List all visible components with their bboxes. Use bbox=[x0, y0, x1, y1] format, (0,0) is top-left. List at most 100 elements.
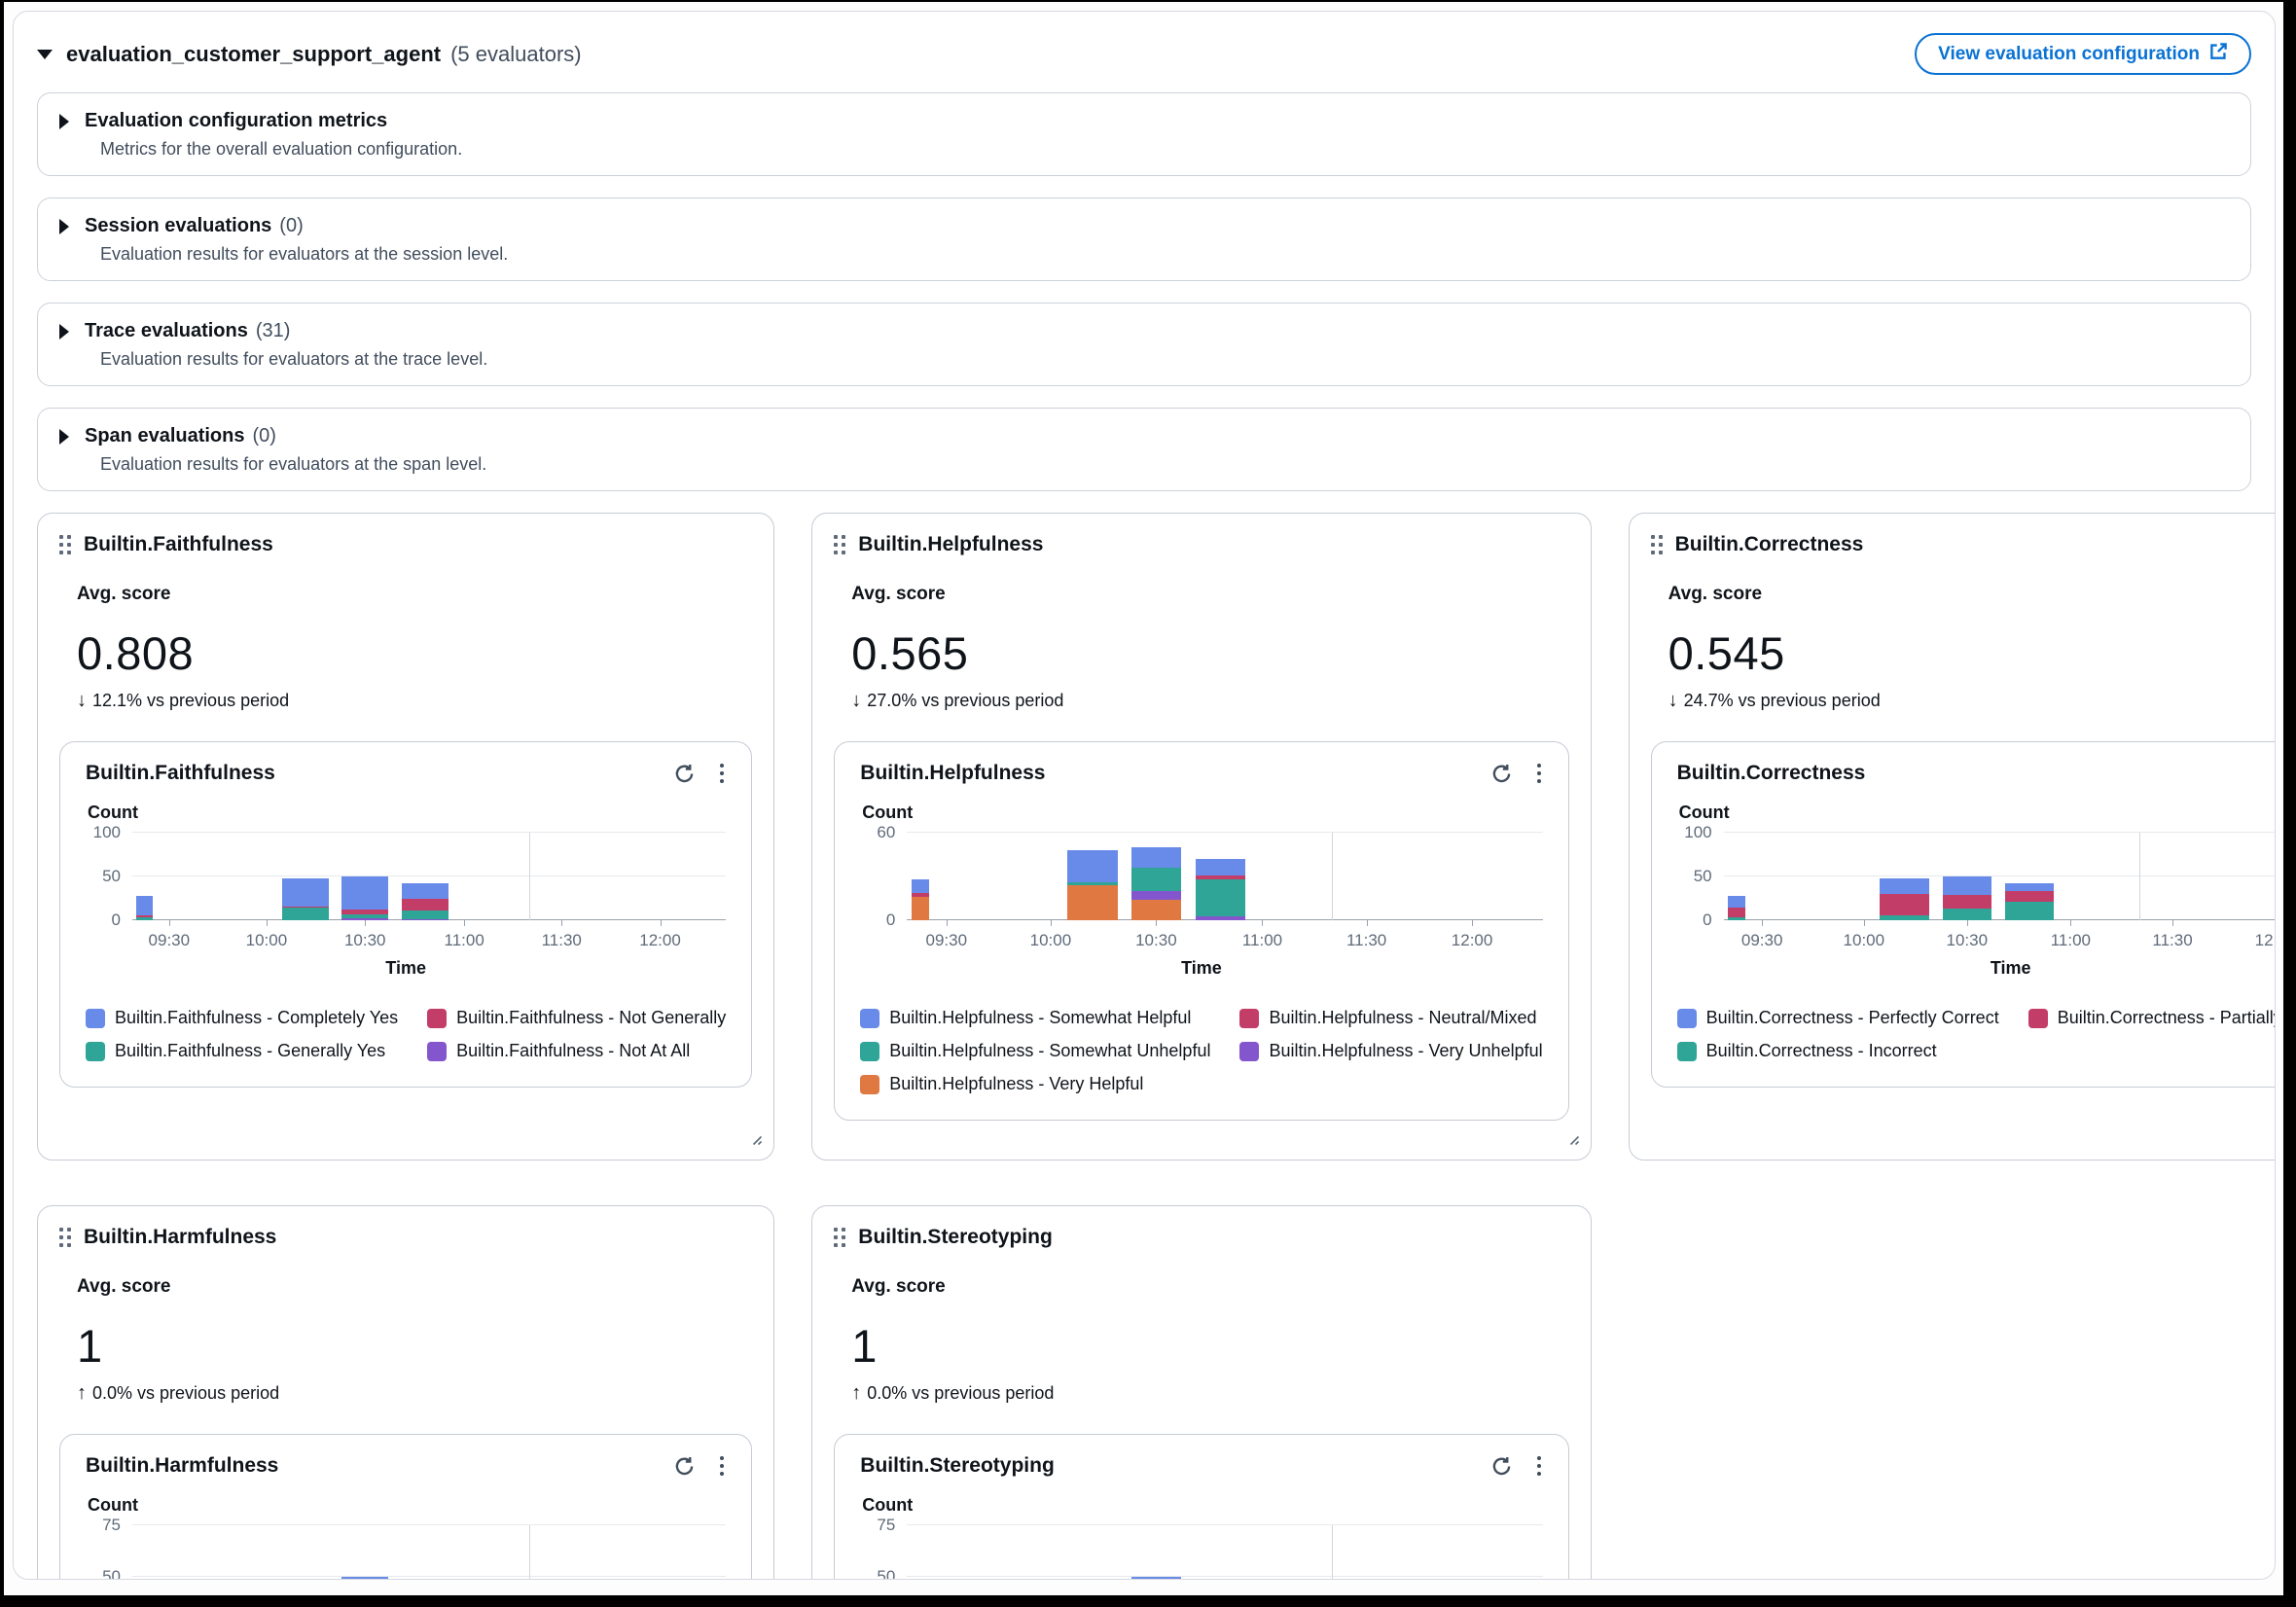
section-panel: Trace evaluations (31) Evaluation result… bbox=[37, 303, 2251, 386]
bar-segment bbox=[1066, 882, 1118, 885]
refresh-button[interactable] bbox=[1491, 764, 1512, 784]
section-title[interactable]: Evaluation configuration metrics bbox=[85, 110, 388, 131]
legend-item[interactable]: Builtin.Helpfulness - Very Unhelpful bbox=[1239, 1041, 1543, 1061]
chart-title: Builtin.Harmfulness bbox=[86, 1454, 279, 1477]
legend-color-chip bbox=[860, 1008, 880, 1028]
bar-segment bbox=[341, 1577, 389, 1579]
kebab-menu-button[interactable] bbox=[1535, 1454, 1543, 1478]
bar-segment bbox=[281, 906, 329, 909]
x-tick-label: 10:00 bbox=[1843, 931, 1885, 949]
x-tick-mark bbox=[1156, 920, 1158, 926]
legend-item[interactable]: Builtin.Faithfulness - Generally Yes bbox=[86, 1041, 398, 1061]
legend-item[interactable]: Builtin.Faithfulness - Not At All bbox=[427, 1041, 726, 1061]
x-tick-label: 11:00 bbox=[1241, 931, 1283, 949]
bar-segment bbox=[1195, 859, 1245, 875]
section-panel: Span evaluations (0) Evaluation results … bbox=[37, 408, 2251, 491]
kebab-menu-button[interactable] bbox=[718, 762, 726, 785]
y-axis-ticks: 0 50 100 bbox=[1677, 823, 1724, 929]
bar-segment bbox=[402, 911, 448, 920]
resize-handle-icon[interactable] bbox=[749, 1132, 764, 1152]
legend-item[interactable]: Builtin.Faithfulness - Completely Yes bbox=[86, 1008, 398, 1028]
legend-item[interactable]: Builtin.Helpfulness - Very Helpful bbox=[860, 1074, 1210, 1094]
drag-handle-icon[interactable] bbox=[59, 535, 71, 554]
y-tick-label: 0 bbox=[1703, 911, 1712, 929]
page-title: evaluation_customer_support_agent bbox=[66, 41, 442, 66]
section-title[interactable]: Trace evaluations bbox=[85, 320, 248, 341]
legend-label: Builtin.Correctness - Partially Correct bbox=[2057, 1008, 2275, 1027]
section-title[interactable]: Span evaluations bbox=[85, 425, 245, 446]
drag-handle-icon[interactable] bbox=[1650, 535, 1663, 554]
refresh-button[interactable] bbox=[674, 764, 695, 784]
stacked-bar[interactable] bbox=[1880, 877, 1929, 920]
legend-color-chip bbox=[1676, 1041, 1697, 1061]
legend-item[interactable]: Builtin.Correctness - Incorrect bbox=[1676, 1041, 1999, 1061]
bar-segment bbox=[341, 918, 389, 920]
y-tick-label: 0 bbox=[111, 911, 121, 929]
stacked-bar[interactable] bbox=[341, 1577, 389, 1579]
legend-item[interactable]: Builtin.Faithfulness - Not Generally bbox=[427, 1008, 726, 1028]
legend-item[interactable]: Builtin.Helpfulness - Somewhat Unhelpful bbox=[860, 1041, 1210, 1061]
section-panel: Session evaluations (0) Evaluation resul… bbox=[37, 197, 2251, 281]
refresh-button[interactable] bbox=[1491, 1456, 1512, 1477]
trend-text: 0.0% vs previous period bbox=[867, 1383, 1055, 1403]
stacked-bar[interactable] bbox=[402, 883, 448, 920]
stacked-bar[interactable] bbox=[911, 879, 930, 920]
chart-widget: Builtin.Faithfulness Count 0 50 100 bbox=[59, 741, 753, 1088]
x-tick-mark bbox=[561, 920, 563, 926]
x-axis-ticks: 09:30 10:00 10:30 11:00 11:30 12:00 bbox=[1724, 920, 2275, 949]
evaluator-name: Builtin.Helpfulness bbox=[858, 533, 1044, 555]
metric-block: Avg. score 0.545 ↓ 24.7% vs previous per… bbox=[1668, 584, 2275, 712]
view-evaluation-configuration-button[interactable]: View evaluation configuration bbox=[1915, 33, 2251, 75]
y-tick-label: 75 bbox=[877, 1516, 896, 1534]
stacked-bar[interactable] bbox=[1130, 1577, 1181, 1579]
bar-segment bbox=[136, 917, 154, 920]
legend-item[interactable]: Builtin.Correctness - Partially Correct bbox=[2027, 1008, 2275, 1028]
stacked-bar[interactable] bbox=[341, 876, 389, 920]
x-tick-label: 11:00 bbox=[444, 931, 484, 949]
bar-segment bbox=[402, 899, 448, 911]
y-tick-label: 60 bbox=[877, 823, 896, 841]
legend-item[interactable]: Builtin.Helpfulness - Somewhat Helpful bbox=[860, 1008, 1210, 1028]
bar-segment bbox=[911, 892, 930, 897]
drag-handle-icon[interactable] bbox=[59, 1228, 71, 1247]
drag-handle-icon[interactable] bbox=[834, 1228, 846, 1247]
trend-arrow-icon: ↑ bbox=[77, 1382, 87, 1404]
resize-handle-icon[interactable] bbox=[1566, 1132, 1581, 1152]
stacked-bar[interactable] bbox=[1195, 859, 1245, 920]
expand-caret-icon[interactable] bbox=[59, 323, 69, 339]
refresh-button[interactable] bbox=[674, 1456, 695, 1477]
trend-text: 27.0% vs previous period bbox=[867, 691, 1064, 710]
y-tick-label: 100 bbox=[1684, 823, 1712, 841]
time-marker-line bbox=[1332, 1525, 1334, 1579]
drag-handle-icon[interactable] bbox=[834, 535, 846, 554]
stacked-bar[interactable] bbox=[1066, 850, 1118, 920]
legend-item[interactable]: Builtin.Helpfulness - Neutral/Mixed bbox=[1239, 1008, 1542, 1028]
legend-color-chip bbox=[860, 1041, 880, 1061]
bar-segment bbox=[1130, 900, 1181, 920]
kebab-menu-button[interactable] bbox=[1535, 762, 1543, 785]
x-tick-mark bbox=[2172, 920, 2174, 926]
stacked-bar[interactable] bbox=[1728, 895, 1745, 920]
section-count: (0) bbox=[279, 215, 304, 236]
stacked-bar[interactable] bbox=[2005, 883, 2055, 920]
expand-caret-icon[interactable] bbox=[59, 113, 69, 129]
expand-caret-icon[interactable] bbox=[59, 428, 69, 445]
kebab-menu-button[interactable] bbox=[718, 1454, 726, 1478]
expand-caret-icon[interactable] bbox=[59, 218, 69, 234]
time-marker-line bbox=[2138, 833, 2140, 920]
stacked-bar[interactable] bbox=[136, 895, 154, 920]
chart-legend: Builtin.Faithfulness - Completely Yes Bui… bbox=[86, 1008, 726, 1061]
legend-item[interactable]: Builtin.Correctness - Perfectly Correct bbox=[1676, 1008, 1999, 1028]
stacked-bar[interactable] bbox=[1942, 876, 1991, 920]
evaluation-header: evaluation_customer_support_agent (5 eva… bbox=[37, 25, 2251, 92]
collapse-caret-icon[interactable] bbox=[37, 49, 53, 59]
page-frame: evaluation_customer_support_agent (5 eva… bbox=[4, 2, 2283, 1595]
bar-segment bbox=[341, 913, 389, 919]
stacked-bar[interactable] bbox=[1130, 847, 1181, 920]
gridline bbox=[1723, 875, 2275, 876]
stacked-bar[interactable] bbox=[281, 877, 329, 920]
section-title[interactable]: Session evaluations bbox=[85, 215, 272, 236]
chart-legend: Builtin.Correctness - Perfectly Correct B… bbox=[1676, 1008, 2275, 1061]
legend-label: Builtin.Helpfulness - Somewhat Unhelpful bbox=[889, 1041, 1211, 1060]
x-tick-label: 10:00 bbox=[245, 931, 288, 949]
